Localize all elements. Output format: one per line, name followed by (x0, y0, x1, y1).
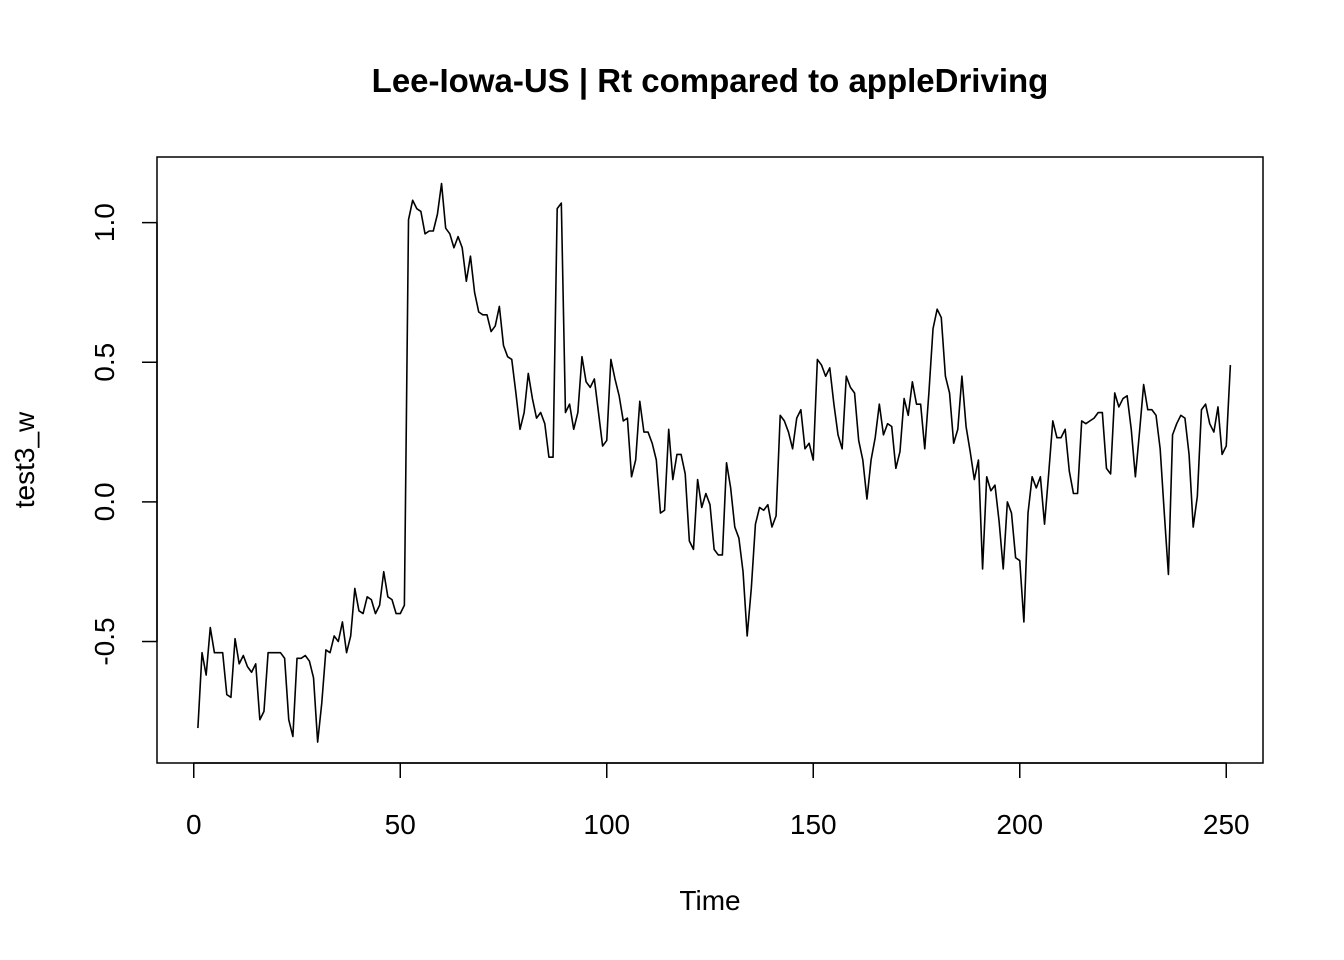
x-axis-label: Time (679, 885, 740, 916)
series-layer (197, 182, 1232, 743)
y-tick-label: 1.0 (89, 203, 120, 242)
chart-title: Lee-Iowa-US | Rt compared to appleDrivin… (372, 62, 1049, 99)
plot-box (156, 156, 1264, 764)
y-axis-label: test3_w (9, 411, 40, 508)
y-tick-label: 0.5 (89, 343, 120, 382)
x-tick-label: 150 (790, 809, 837, 840)
x-tick-label: 250 (1203, 809, 1250, 840)
series-line (197, 182, 1232, 743)
y-axis: -0.5 0.0 0.5 1.0 (89, 203, 158, 666)
x-tick-label: 100 (583, 809, 630, 840)
x-tick-label: 50 (385, 809, 416, 840)
x-tick-label: 0 (186, 809, 202, 840)
y-tick-label: -0.5 (89, 617, 120, 665)
x-tick-label: 200 (996, 809, 1043, 840)
y-tick-label: 0.0 (89, 482, 120, 521)
x-axis: 0 50 100 150 200 250 (186, 762, 1250, 840)
